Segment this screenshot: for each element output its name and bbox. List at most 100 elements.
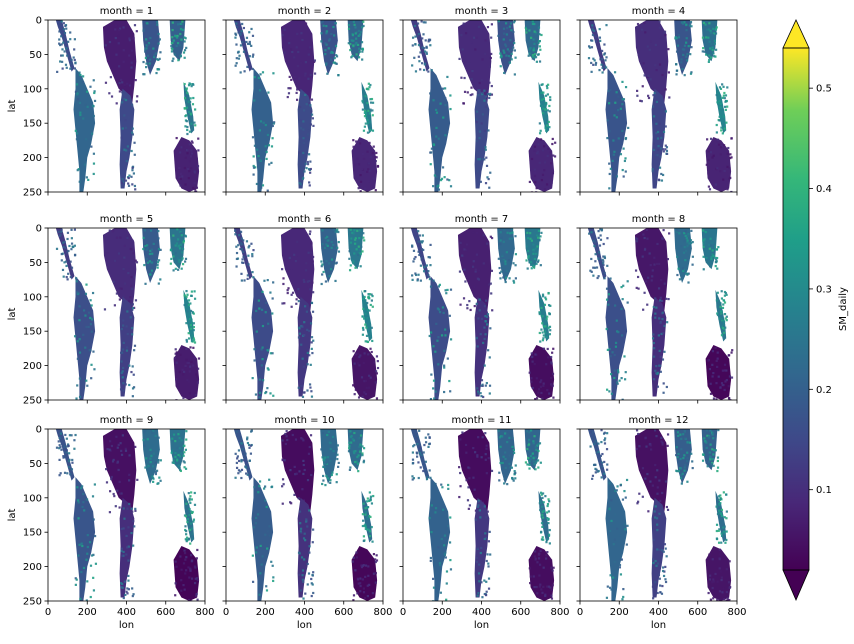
heatmap-cell <box>678 278 682 281</box>
heatmap-cell <box>267 368 270 371</box>
heatmap-area <box>587 20 733 192</box>
heatmap-cell <box>362 361 365 365</box>
heatmap-cell <box>145 62 148 65</box>
heatmap-cell <box>511 231 514 234</box>
heatmap-cell <box>718 548 721 551</box>
heatmap-cell <box>145 47 148 50</box>
heatmap-cell <box>183 461 186 464</box>
heatmap-cell <box>661 584 664 588</box>
heatmap-cell <box>126 82 129 85</box>
heatmap-cell <box>659 155 662 158</box>
heatmap-cell <box>122 49 125 52</box>
heatmap-cell <box>234 476 237 479</box>
heatmap-cell <box>510 29 513 32</box>
heatmap-cell <box>541 397 544 400</box>
heatmap-cell <box>709 244 713 247</box>
heatmap-cell <box>589 269 592 272</box>
heatmap-cell <box>303 532 306 535</box>
heatmap-cell <box>171 21 174 24</box>
heatmap-cell <box>349 435 352 439</box>
heatmap-cell <box>480 29 483 32</box>
heatmap-cell <box>533 463 536 466</box>
heatmap-cell <box>62 245 65 249</box>
heatmap-cell <box>540 391 543 395</box>
heatmap-cell <box>182 373 185 376</box>
heatmap-cell <box>432 185 435 188</box>
africa-south-region <box>474 88 490 189</box>
heatmap-cell <box>123 256 126 259</box>
heatmap-cell <box>597 257 600 260</box>
heatmap-cell <box>363 317 366 320</box>
heatmap-cell <box>712 27 715 30</box>
heatmap-cell <box>237 459 241 463</box>
heatmap-cell <box>530 267 533 270</box>
heatmap-cell <box>445 292 448 295</box>
heatmap-cell <box>189 569 192 572</box>
heatmap-cell <box>307 47 310 50</box>
heatmap-cell <box>596 276 599 280</box>
heatmap-cell <box>362 447 366 450</box>
heatmap-cell <box>110 444 114 448</box>
heatmap-cell <box>185 536 189 539</box>
heatmap-cell <box>133 276 136 279</box>
heatmap-cell <box>118 28 121 32</box>
heatmap-cell <box>288 42 291 45</box>
heatmap-cell <box>432 99 435 102</box>
heatmap-cell <box>712 32 715 35</box>
heatmap-cell <box>686 244 689 247</box>
heatmap-cell <box>348 250 351 253</box>
heatmap-cell <box>477 572 481 575</box>
heatmap-cell <box>92 350 95 353</box>
heatmap-cell <box>545 102 548 105</box>
heatmap-cell <box>179 177 182 181</box>
heatmap-cell <box>484 315 487 318</box>
y-tick-label: 250 <box>23 188 42 199</box>
heatmap-cell <box>478 309 481 312</box>
heatmap-cell <box>361 297 365 301</box>
heatmap-cell <box>171 28 174 32</box>
heatmap-cell <box>254 393 258 396</box>
heatmap-cell <box>652 597 655 600</box>
heatmap-cell <box>483 99 486 102</box>
heatmap-cell <box>117 42 120 45</box>
heatmap-cell <box>539 491 543 494</box>
heatmap-cell <box>175 458 179 461</box>
heatmap-cell <box>548 104 551 108</box>
heatmap-cell <box>312 571 315 574</box>
heatmap-cell <box>533 174 537 178</box>
facet-title: month = 4 <box>632 6 686 17</box>
heatmap-cell <box>533 22 536 26</box>
heatmap-cell <box>603 255 606 258</box>
heatmap-cell <box>616 485 619 488</box>
heatmap-cell <box>594 241 597 244</box>
heatmap-cell <box>489 92 492 95</box>
heatmap-cell <box>612 139 615 142</box>
heatmap-cell <box>605 298 609 301</box>
heatmap-cell <box>486 313 490 316</box>
heatmap-cell <box>359 354 362 357</box>
heatmap-cell <box>490 269 494 272</box>
heatmap-cell <box>437 188 441 191</box>
heatmap-cell <box>335 55 339 58</box>
heatmap-cell <box>114 28 117 31</box>
heatmap-cell <box>725 538 728 542</box>
heatmap-cell <box>702 255 705 258</box>
heatmap-cell <box>549 150 552 154</box>
heatmap-cell <box>368 297 371 300</box>
heatmap-cell <box>360 564 363 567</box>
heatmap-cell <box>658 122 661 125</box>
heatmap-cell <box>298 274 301 277</box>
heatmap-cell <box>144 466 147 469</box>
heatmap-cell <box>149 229 153 232</box>
heatmap-cell <box>116 446 119 449</box>
heatmap-cell <box>351 237 355 240</box>
heatmap-cell <box>242 459 245 462</box>
arabia-india-region <box>320 228 338 284</box>
heatmap-cell <box>540 522 544 525</box>
heatmap-cell <box>490 84 493 88</box>
heatmap-cell <box>702 242 705 245</box>
heatmap-cell <box>148 260 151 263</box>
heatmap-cell <box>429 264 432 267</box>
heatmap-cell <box>597 442 600 445</box>
heatmap-cell <box>622 587 625 591</box>
